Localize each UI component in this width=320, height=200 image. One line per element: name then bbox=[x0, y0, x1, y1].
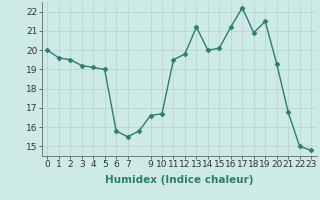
X-axis label: Humidex (Indice chaleur): Humidex (Indice chaleur) bbox=[105, 175, 253, 185]
